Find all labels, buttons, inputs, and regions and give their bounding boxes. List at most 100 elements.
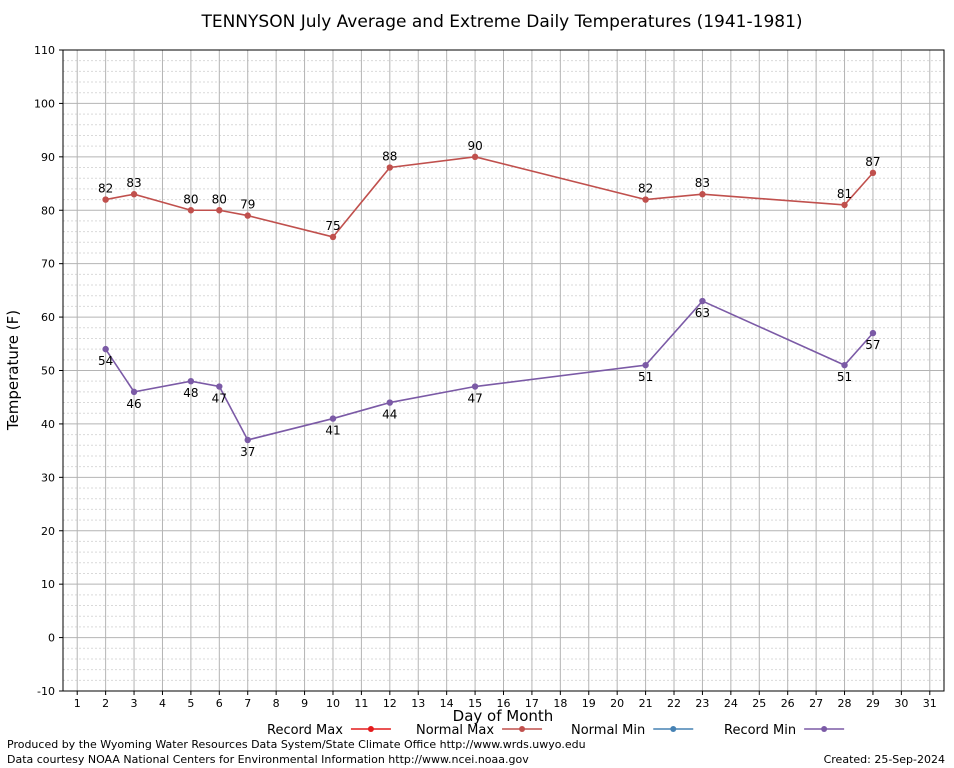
x-tick-label: 29 <box>866 697 880 710</box>
normal-max-data-label: 90 <box>467 139 482 153</box>
y-tick-label: 30 <box>41 471 55 484</box>
x-tick-label: 15 <box>468 697 482 710</box>
x-tick-label: 31 <box>923 697 937 710</box>
x-tick-label: 17 <box>525 697 539 710</box>
record-min-data-label: 47 <box>467 392 482 406</box>
normal-max-point <box>187 207 195 214</box>
x-tick-label: 2 <box>102 697 109 710</box>
legend-label-normal-max: Normal Max <box>416 723 494 738</box>
normal-max-point <box>102 196 109 203</box>
y-tick-label: -10 <box>37 685 55 698</box>
y-tick-label: 0 <box>48 632 55 645</box>
legend: Record Max Normal Max Normal Min Record Min <box>267 723 845 738</box>
normal-max-data-label: 83 <box>695 176 710 190</box>
record-min-point <box>130 388 138 396</box>
normal-max-data-label: 80 <box>212 192 227 206</box>
series: 82 83 80 80 79 75 88 90 82 83 81 87 54 46 48 47 37 41 44 47… <box>98 139 881 459</box>
x-tick-label: 22 <box>667 697 681 710</box>
record-min-data-label: 54 <box>98 354 113 368</box>
record-min-point <box>329 415 337 422</box>
x-tick-label: 13 <box>411 697 425 710</box>
record-min-point <box>699 297 706 305</box>
y-tick-label: 70 <box>41 258 55 271</box>
normal-max-data-label: 79 <box>240 198 255 212</box>
record-min-point <box>216 383 223 390</box>
y-tick-label: 50 <box>41 365 55 378</box>
normal-max-point <box>329 233 337 241</box>
legend-label-record-min: Record Min <box>724 723 796 738</box>
normal-max-data-label: 82 <box>98 182 113 196</box>
y-tick-label: 110 <box>34 44 55 57</box>
record-min-point <box>642 361 649 369</box>
record-min-point <box>841 361 848 369</box>
record-min-data-label: 51 <box>837 370 852 384</box>
y-tick-label: 40 <box>41 418 55 431</box>
normal-max-point <box>386 164 394 171</box>
normal-max-point <box>130 191 138 198</box>
record-min-data-label: 41 <box>325 424 340 438</box>
x-tick-label: 3 <box>131 697 138 710</box>
x-axis-title: Day of Month <box>453 707 554 725</box>
record-min-point <box>869 329 877 337</box>
x-tick-label: 12 <box>383 697 397 710</box>
normal-max-point <box>699 191 706 198</box>
record-min-data-label: 46 <box>126 397 141 411</box>
record-min-point <box>386 399 394 406</box>
x-tick-label: 20 <box>610 697 624 710</box>
x-tick-label: 23 <box>695 697 709 710</box>
x-tick-label: 21 <box>639 697 653 710</box>
x-tick-label: 1 <box>74 697 81 710</box>
normal-max-data-label: 81 <box>837 187 852 201</box>
normal-max-data-label: 88 <box>382 150 397 164</box>
chart-title: TENNYSON July Average and Extreme Daily … <box>200 12 802 32</box>
normal-max-point <box>642 196 649 203</box>
normal-max-line <box>105 156 874 238</box>
record-min-data-label: 48 <box>183 386 198 400</box>
y-tick-label: 60 <box>41 311 55 324</box>
x-axis-ticks: 1 2 3 4 5 6 7 8 9 10 11 12 13 14 15 16 17 18 19 20 21 22 23 24 2… <box>74 691 937 710</box>
normal-max-point <box>841 201 848 209</box>
x-tick-label: 27 <box>809 697 823 710</box>
x-tick-label: 8 <box>273 697 280 710</box>
x-tick-label: 7 <box>244 697 251 710</box>
credit-line-1: Produced by the Wyoming Water Resources … <box>7 738 586 751</box>
x-tick-label: 10 <box>326 697 340 710</box>
x-tick-label: 11 <box>354 697 368 710</box>
y-tick-label: 100 <box>34 97 55 110</box>
x-tick-label: 9 <box>301 697 308 710</box>
y-tick-label: 20 <box>41 525 55 538</box>
grid <box>63 49 944 692</box>
x-tick-label: 28 <box>838 697 852 710</box>
x-tick-label: 16 <box>497 697 511 710</box>
x-tick-label: 30 <box>894 697 908 710</box>
x-tick-label: 24 <box>724 697 738 710</box>
y-tick-label: 80 <box>41 204 55 217</box>
x-tick-label: 5 <box>187 697 194 710</box>
y-tick-label: 90 <box>41 151 55 164</box>
record-min-point <box>471 383 479 390</box>
x-tick-label: 14 <box>440 697 454 710</box>
normal-max-point <box>216 207 223 214</box>
record-min-data-label: 51 <box>638 370 653 384</box>
legend-marker-record-min <box>821 726 828 732</box>
normal-max-point <box>869 169 877 177</box>
record-min-data-label: 63 <box>695 306 710 320</box>
normal-max-data-label: 87 <box>865 155 880 169</box>
legend-label-record-max: Record Max <box>267 723 343 738</box>
record-min-data-label: 37 <box>240 445 255 459</box>
record-min-point <box>187 377 195 385</box>
x-tick-label: 6 <box>216 697 223 710</box>
normal-max-data-label: 80 <box>183 192 198 206</box>
normal-max-data-label: 83 <box>126 176 141 190</box>
normal-max-point <box>244 212 251 219</box>
legend-marker-normal-min <box>670 726 677 732</box>
x-tick-label: 25 <box>752 697 766 710</box>
record-min-point <box>244 436 251 444</box>
normal-max-data-label: 82 <box>638 182 653 196</box>
x-tick-label: 18 <box>553 697 567 710</box>
normal-max-point <box>471 153 479 161</box>
legend-label-normal-min: Normal Min <box>571 723 645 738</box>
record-min-point <box>102 345 109 353</box>
legend-marker-record-max <box>367 726 374 732</box>
